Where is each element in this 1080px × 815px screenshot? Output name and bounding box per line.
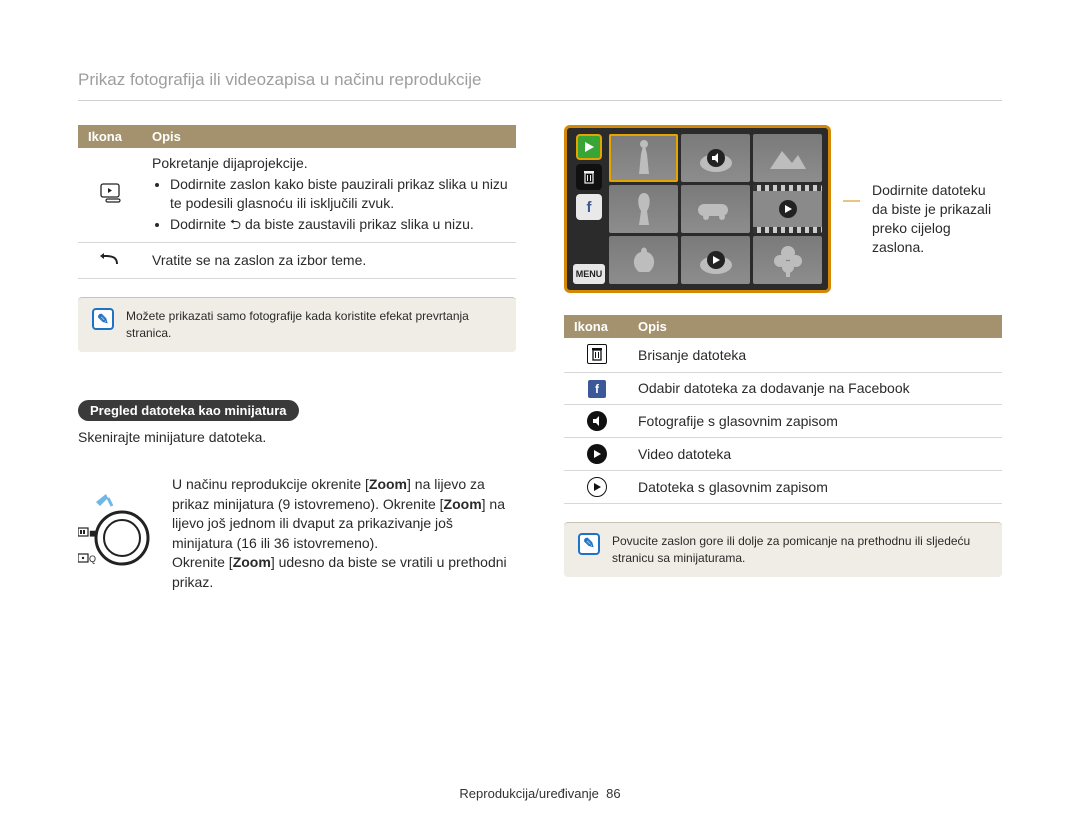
thumbnail[interactable] (681, 185, 750, 233)
play-button[interactable] (576, 134, 602, 160)
table-row: Brisanje datoteka (564, 338, 1002, 372)
table-row: Pokretanje dijaprojekcije. Dodirnite zas… (78, 148, 516, 242)
row-text: Brisanje datoteka (628, 338, 1002, 372)
icon-description-table-1: Ikona Opis Pokretanje dijaprojekcije. Do… (78, 125, 516, 279)
row-text: Video datoteka (628, 437, 1002, 470)
callout-text: Dodirnite datoteku da biste je prikazali… (872, 125, 1002, 257)
table-row: f Odabir datoteka za dodavanje na Facebo… (564, 372, 1002, 404)
video-file-icon (587, 444, 607, 464)
section-subtext: Skenirajte minijature datoteka. (78, 429, 516, 445)
row-text: Datoteka s glasovnim zapisom (628, 470, 1002, 503)
info-icon: ✎ (92, 308, 114, 330)
row-text: Fotografije s glasovnim zapisom (628, 404, 1002, 437)
table-row: Fotografije s glasovnim zapisom (564, 404, 1002, 437)
back-arrow-icon (100, 249, 122, 271)
callout-connector (843, 125, 860, 293)
slideshow-icon (100, 182, 122, 204)
table-row: Vratite se na zaslon za izbor teme. (78, 242, 516, 279)
voice-overlay-icon (707, 149, 725, 167)
thumbnail[interactable] (681, 236, 750, 284)
play-overlay-icon (779, 200, 797, 218)
section-heading: Pregled datoteka kao minijatura (78, 400, 299, 421)
col-header-icon: Ikona (564, 315, 628, 338)
table-row: Video datoteka (564, 437, 1002, 470)
col-header-desc: Opis (142, 125, 516, 148)
note-text: Možete prikazati samo fotografije kada k… (126, 308, 502, 342)
voice-photo-icon (587, 411, 607, 431)
voice-file-icon (587, 477, 607, 497)
camera-screen-mock: f MENU (564, 125, 831, 293)
note-box: ✎ Povucite zaslon gore ili dolje za pomi… (564, 522, 1002, 577)
icon-description-table-2: Ikona Opis Brisanje datoteka f Odabir da… (564, 315, 1002, 504)
play-overlay-icon (707, 251, 725, 269)
thumbnail[interactable] (753, 185, 822, 233)
note-box: ✎ Možete prikazati samo fotografije kada… (78, 297, 516, 352)
trash-button[interactable] (576, 164, 602, 190)
thumbnail[interactable] (753, 134, 822, 182)
thumbnail[interactable] (609, 236, 678, 284)
page-footer: Reprodukcija/uređivanje 86 (0, 786, 1080, 801)
zoom-instructions: U načinu reprodukcije okrenite [Zoom] na… (172, 475, 516, 593)
col-header-desc: Opis (628, 315, 1002, 338)
thumbnail[interactable] (681, 134, 750, 182)
row-text: Vratite se na zaslon za izbor teme. (142, 242, 516, 279)
menu-button[interactable]: MENU (573, 264, 605, 284)
col-header-icon: Ikona (78, 125, 142, 148)
note-text: Povucite zaslon gore ili dolje za pomica… (612, 533, 988, 567)
page-title: Prikaz fotografija ili videozapisa u nač… (78, 70, 1002, 101)
list-item: Dodirnite ⮌ da biste zaustavili prikaz s… (170, 215, 508, 234)
table-row: Datoteka s glasovnim zapisom (564, 470, 1002, 503)
list-item: Dodirnite zaslon kako biste pauzirali pr… (170, 175, 508, 213)
row-text: Odabir datoteka za dodavanje na Facebook (628, 372, 1002, 404)
thumbnail[interactable] (753, 236, 822, 284)
thumbnail[interactable] (609, 134, 678, 182)
row-title: Pokretanje dijaprojekcije. (152, 154, 508, 173)
info-icon: ✎ (578, 533, 600, 555)
svg-text:◼: ◼ (89, 528, 96, 538)
svg-text:Q: Q (89, 554, 96, 564)
trash-icon (587, 344, 607, 364)
facebook-icon: f (588, 380, 606, 398)
zoom-dial-icon: ◼ Q (78, 475, 154, 593)
facebook-button[interactable]: f (576, 194, 602, 220)
thumbnail[interactable] (609, 185, 678, 233)
